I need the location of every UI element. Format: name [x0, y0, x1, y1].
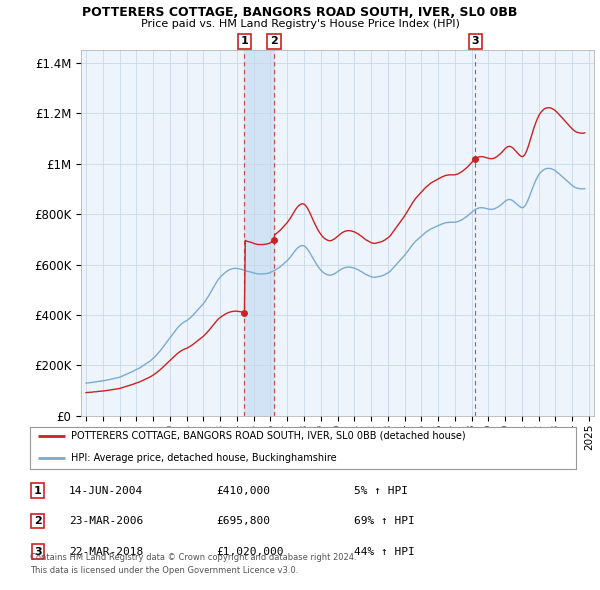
Text: 5% ↑ HPI: 5% ↑ HPI — [354, 486, 408, 496]
Text: 1: 1 — [34, 486, 41, 496]
Text: 2: 2 — [270, 37, 278, 47]
Text: HPI: Average price, detached house, Buckinghamshire: HPI: Average price, detached house, Buck… — [71, 454, 337, 463]
Text: POTTERERS COTTAGE, BANGORS ROAD SOUTH, IVER, SL0 0BB (detached house): POTTERERS COTTAGE, BANGORS ROAD SOUTH, I… — [71, 431, 466, 441]
Text: £1,020,000: £1,020,000 — [216, 547, 284, 556]
Text: £695,800: £695,800 — [216, 516, 270, 526]
Text: 22-MAR-2018: 22-MAR-2018 — [69, 547, 143, 556]
Text: 14-JUN-2004: 14-JUN-2004 — [69, 486, 143, 496]
Text: 2: 2 — [34, 516, 41, 526]
Bar — [244, 50, 274, 416]
Text: Price paid vs. HM Land Registry's House Price Index (HPI): Price paid vs. HM Land Registry's House … — [140, 19, 460, 29]
Text: 69% ↑ HPI: 69% ↑ HPI — [354, 516, 415, 526]
Text: 1: 1 — [241, 37, 248, 47]
Text: POTTERERS COTTAGE, BANGORS ROAD SOUTH, IVER, SL0 0BB: POTTERERS COTTAGE, BANGORS ROAD SOUTH, I… — [82, 6, 518, 19]
Text: 23-MAR-2006: 23-MAR-2006 — [69, 516, 143, 526]
Text: Contains HM Land Registry data © Crown copyright and database right 2024.
This d: Contains HM Land Registry data © Crown c… — [30, 553, 356, 575]
Text: 3: 3 — [34, 547, 41, 556]
Text: 3: 3 — [472, 37, 479, 47]
Text: 44% ↑ HPI: 44% ↑ HPI — [354, 547, 415, 556]
Text: £410,000: £410,000 — [216, 486, 270, 496]
